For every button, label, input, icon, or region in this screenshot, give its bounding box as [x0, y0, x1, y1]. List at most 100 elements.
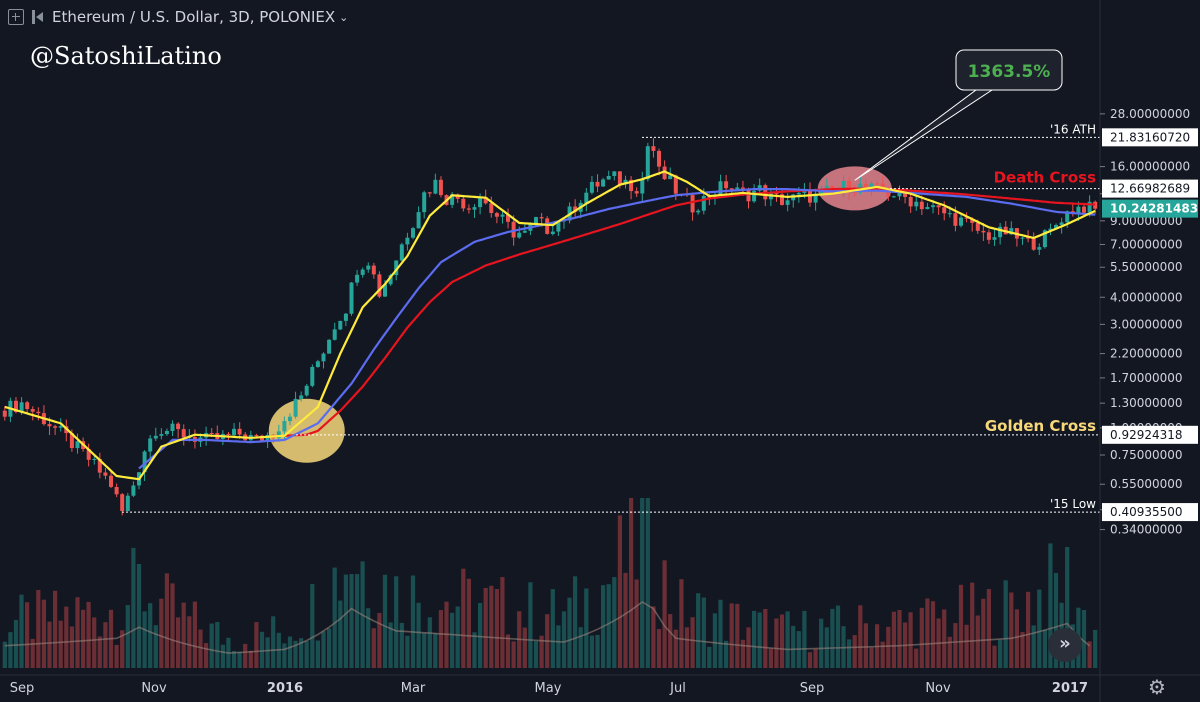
candle-body — [936, 205, 941, 208]
volume-bar — [724, 640, 729, 668]
volume-bar — [187, 616, 192, 668]
candle — [125, 492, 130, 512]
candle-body — [332, 329, 337, 340]
volume-bar — [964, 624, 969, 668]
volume-bar — [718, 599, 723, 668]
volume-bar — [858, 605, 863, 668]
volume-bar — [164, 573, 169, 668]
candle — [589, 175, 594, 195]
volume-bar — [466, 578, 471, 668]
candle — [595, 174, 600, 193]
volume-bar — [863, 623, 868, 668]
candle-body — [237, 428, 242, 435]
volume-bar — [847, 639, 852, 668]
volume-bar — [433, 633, 438, 668]
volume-bar — [757, 612, 762, 668]
candle-body — [388, 275, 393, 285]
candle — [757, 178, 762, 195]
volume-bar — [198, 629, 203, 668]
candle — [936, 205, 941, 215]
volume-ma-line — [4, 601, 1091, 654]
volume-bar — [651, 606, 656, 668]
volume-bar — [254, 622, 259, 668]
collapse-icon[interactable] — [32, 10, 44, 24]
volume-bar — [511, 641, 516, 668]
candle-body — [606, 176, 611, 180]
candle — [321, 352, 326, 369]
volume-bar — [589, 635, 594, 668]
candle-body — [718, 181, 723, 196]
volume-bar — [981, 598, 986, 668]
volume-bar — [416, 602, 421, 668]
candle-body — [623, 179, 628, 185]
candle — [645, 142, 650, 182]
volume-bar — [92, 617, 97, 668]
golden-cross-value-badge: 0.92924318 — [1110, 428, 1183, 442]
last-price-badge-bg — [1102, 199, 1198, 218]
candle — [623, 175, 628, 189]
volume-bar — [886, 626, 891, 668]
candle — [841, 175, 846, 198]
candle-body — [1031, 238, 1036, 250]
volume-bar — [662, 560, 667, 668]
price-tick-label: 2.20000000 — [1110, 347, 1183, 361]
volume-bar — [930, 601, 936, 668]
volume-bar — [668, 614, 673, 668]
volume-bar — [427, 617, 432, 668]
symbol-title[interactable]: Ethereum / U.S. Dollar, 3D, POLONIEX ⌄ — [52, 8, 348, 26]
candle-body — [321, 353, 326, 362]
candle-body — [852, 192, 857, 194]
candle — [371, 262, 376, 279]
candle-body — [293, 398, 298, 417]
candle — [343, 312, 348, 327]
candle-body — [86, 449, 91, 460]
candle-body — [690, 195, 695, 213]
candle-body — [399, 244, 404, 261]
volume-bar — [8, 632, 13, 668]
candle-body — [103, 472, 108, 476]
volume-bar — [522, 627, 527, 668]
candle — [662, 160, 667, 181]
candle-body — [226, 433, 231, 435]
candle — [232, 423, 236, 438]
volume-bar — [947, 636, 952, 668]
candle-body — [109, 475, 113, 487]
candle — [293, 391, 298, 419]
last-price-badge: 10.24281483 — [1110, 202, 1198, 216]
double-chevron-right-icon[interactable]: » — [1048, 628, 1082, 662]
candle — [584, 187, 589, 212]
candle-body — [377, 274, 382, 297]
volume-bar — [478, 603, 483, 668]
candle-body — [478, 197, 483, 208]
low-value-badge: 0.40935500 — [1110, 505, 1183, 519]
candle-body — [30, 409, 35, 412]
candle-body — [472, 207, 477, 210]
volume-bar — [679, 579, 684, 668]
candle-body — [53, 426, 58, 428]
volume-bar — [774, 618, 779, 668]
volume-bar — [215, 622, 220, 668]
volume-bar — [746, 627, 751, 668]
candle-body — [416, 212, 421, 229]
candle-body — [886, 191, 891, 197]
ma-fast-line — [4, 170, 1096, 481]
candle-body — [517, 232, 522, 238]
volume-bar — [47, 621, 52, 668]
candle — [338, 320, 343, 331]
candle-body — [673, 175, 678, 194]
candle-body — [612, 171, 617, 176]
volume-bar — [371, 628, 376, 668]
candle-body — [36, 411, 41, 414]
volume-bar — [1048, 543, 1053, 668]
volume-bar — [377, 613, 382, 668]
candle-body — [573, 206, 578, 212]
volume-bar — [265, 637, 270, 668]
add-icon[interactable] — [8, 9, 24, 25]
death-cross-value-badge-bg — [1102, 179, 1198, 198]
candle-body — [14, 400, 18, 412]
volume-bar — [819, 618, 824, 668]
candle — [176, 422, 181, 438]
candle-body — [2, 410, 7, 417]
gear-icon[interactable]: ⚙ — [1148, 675, 1166, 699]
